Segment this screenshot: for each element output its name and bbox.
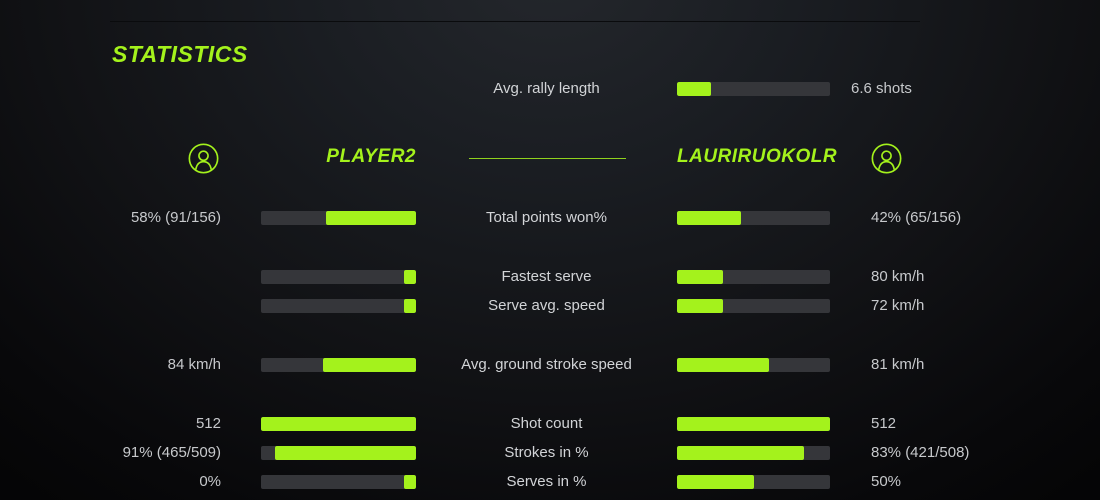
stat-label: Avg. rally length bbox=[493, 80, 600, 97]
right-player-bar-fill bbox=[677, 446, 804, 460]
right-player-bar-fill bbox=[677, 82, 711, 96]
stat-label: Serve avg. speed bbox=[488, 297, 605, 314]
left-player-bar-fill bbox=[326, 211, 416, 225]
right-player-name: LAURIRUOKOLR bbox=[677, 146, 838, 167]
right-player-value: 6.6 shots bbox=[851, 80, 912, 97]
stat-label: Strokes in % bbox=[504, 444, 589, 461]
players-divider bbox=[469, 158, 626, 159]
person-icon bbox=[871, 143, 902, 174]
left-player-bar-fill bbox=[403, 270, 416, 284]
left-player-value: 58% (91/156) bbox=[130, 209, 221, 226]
left-player-value bbox=[0, 296, 221, 316]
right-player-value: 42% (65/156) bbox=[871, 209, 962, 226]
person-icon bbox=[188, 143, 219, 174]
left-player-value: 91% (465/509) bbox=[122, 444, 221, 461]
left-player-bar-fill bbox=[403, 475, 416, 489]
left-player-bar-fill bbox=[274, 446, 416, 460]
right-player-value: 50% bbox=[871, 473, 902, 490]
right-player-bar bbox=[677, 299, 830, 313]
stat-label: Avg. ground stroke speed bbox=[461, 356, 632, 373]
left-player-bar bbox=[261, 211, 416, 225]
stat-label: Serves in % bbox=[506, 473, 587, 490]
stat-label: Total points won% bbox=[486, 209, 607, 226]
stat-row-fastest-serve: Fastest serve 80 km/h bbox=[0, 267, 1100, 287]
right-player-value: 81 km/h bbox=[871, 356, 925, 373]
left-player-bar-fill bbox=[403, 299, 416, 313]
right-player-bar-fill bbox=[677, 417, 830, 431]
stat-row-strokes-in: 91% (465/509) Strokes in % 83% (421/508) bbox=[0, 443, 1100, 463]
stat-label: Shot count bbox=[510, 415, 583, 432]
page-title: STATISTICS bbox=[112, 41, 248, 67]
left-player-bar bbox=[261, 417, 416, 431]
stat-label: Fastest serve bbox=[501, 268, 592, 285]
right-player-value: 72 km/h bbox=[871, 297, 925, 314]
right-player-bar bbox=[677, 417, 830, 431]
left-player-bar-fill bbox=[261, 417, 416, 431]
right-player-bar bbox=[677, 358, 830, 372]
left-player-name: PLAYER2 bbox=[326, 146, 416, 167]
stat-row-serves-in: 0% Serves in % 50% bbox=[0, 472, 1100, 492]
rally-row: Avg. rally length 6.6 shots bbox=[0, 79, 1100, 99]
left-player-bar bbox=[261, 358, 416, 372]
stat-row-shot-count: 512 Shot count 512 bbox=[0, 414, 1100, 434]
right-player-bar-fill bbox=[677, 475, 754, 489]
left-player-value: 84 km/h bbox=[167, 356, 221, 373]
left-player-value: 512 bbox=[195, 415, 221, 432]
left-player-bar bbox=[261, 270, 416, 284]
stat-row-ground-stroke-speed: 84 km/h Avg. ground stroke speed 81 km/h bbox=[0, 355, 1100, 375]
right-player-value: 512 bbox=[871, 415, 897, 432]
left-player-bar-fill bbox=[323, 358, 416, 372]
left-player-bar bbox=[261, 475, 416, 489]
right-player-bar-fill bbox=[677, 358, 769, 372]
right-player-bar bbox=[677, 446, 830, 460]
right-player-value: 80 km/h bbox=[871, 268, 925, 285]
right-player-bar bbox=[677, 475, 830, 489]
left-player-value: 0% bbox=[199, 473, 221, 490]
stat-row-serve-avg-speed: Serve avg. speed 72 km/h bbox=[0, 296, 1100, 316]
right-player-bar bbox=[677, 82, 830, 96]
right-player-bar-fill bbox=[677, 270, 723, 284]
left-player-bar bbox=[261, 299, 416, 313]
right-player-bar-fill bbox=[677, 299, 723, 313]
left-player-bar bbox=[261, 446, 416, 460]
right-player-bar bbox=[677, 270, 830, 284]
stat-row-total-points: 58% (91/156) Total points won% 42% (65/1… bbox=[0, 208, 1100, 228]
left-player-value bbox=[0, 267, 221, 287]
right-player-value: 83% (421/508) bbox=[871, 444, 970, 461]
top-divider bbox=[110, 21, 920, 22]
right-player-bar bbox=[677, 211, 830, 225]
right-player-bar-fill bbox=[677, 211, 742, 225]
